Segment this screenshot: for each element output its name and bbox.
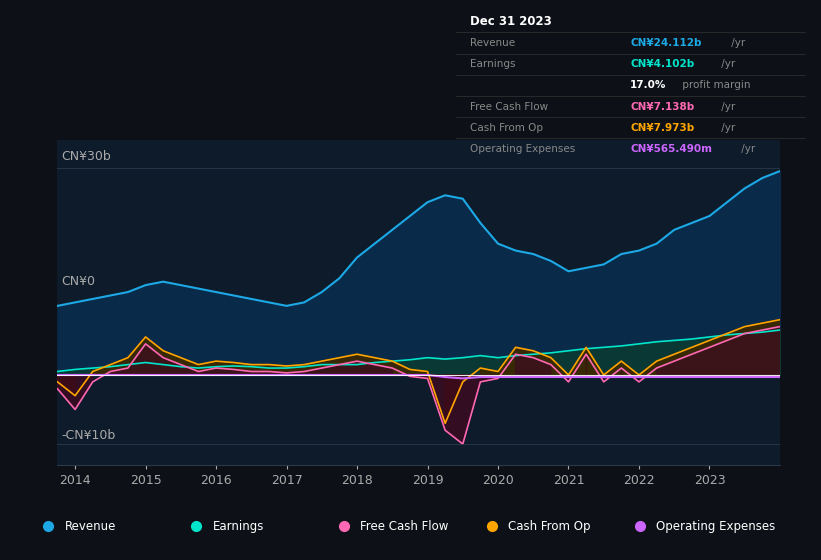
Text: Cash From Op: Cash From Op xyxy=(470,123,543,133)
Text: Free Cash Flow: Free Cash Flow xyxy=(360,520,448,533)
Text: 17.0%: 17.0% xyxy=(631,81,667,90)
Text: Operating Expenses: Operating Expenses xyxy=(470,144,575,154)
Text: CN¥0: CN¥0 xyxy=(61,275,95,288)
Text: CN¥565.490m: CN¥565.490m xyxy=(631,144,712,154)
Text: /yr: /yr xyxy=(718,101,736,111)
Text: CN¥7.973b: CN¥7.973b xyxy=(631,123,695,133)
Text: Operating Expenses: Operating Expenses xyxy=(656,520,775,533)
Text: /yr: /yr xyxy=(737,144,754,154)
Text: -CN¥10b: -CN¥10b xyxy=(61,429,115,442)
Text: /yr: /yr xyxy=(718,59,736,69)
Text: /yr: /yr xyxy=(718,123,736,133)
Text: Revenue: Revenue xyxy=(65,520,116,533)
Text: /yr: /yr xyxy=(728,38,745,48)
Text: Earnings: Earnings xyxy=(213,520,264,533)
Text: CN¥4.102b: CN¥4.102b xyxy=(631,59,695,69)
Text: CN¥30b: CN¥30b xyxy=(61,150,111,163)
Text: Dec 31 2023: Dec 31 2023 xyxy=(470,15,552,29)
Text: profit margin: profit margin xyxy=(679,81,750,90)
Text: Earnings: Earnings xyxy=(470,59,515,69)
Text: Cash From Op: Cash From Op xyxy=(508,520,590,533)
Text: CN¥24.112b: CN¥24.112b xyxy=(631,38,702,48)
Text: CN¥7.138b: CN¥7.138b xyxy=(631,101,695,111)
Text: Revenue: Revenue xyxy=(470,38,515,48)
Text: Free Cash Flow: Free Cash Flow xyxy=(470,101,548,111)
